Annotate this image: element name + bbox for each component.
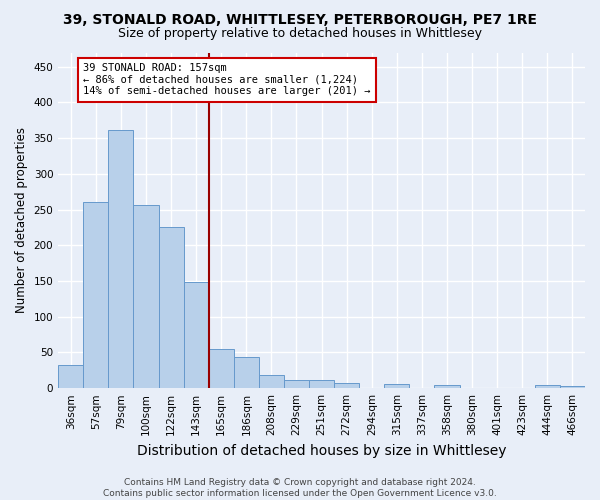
- Bar: [385, 384, 409, 388]
- Bar: [83, 202, 109, 388]
- Text: 39 STONALD ROAD: 157sqm
← 86% of detached houses are smaller (1,224)
14% of semi: 39 STONALD ROAD: 157sqm ← 86% of detache…: [83, 63, 371, 96]
- Bar: [58, 364, 83, 388]
- Bar: [158, 228, 184, 388]
- Bar: [560, 386, 585, 388]
- Bar: [184, 282, 209, 388]
- Bar: [259, 374, 284, 388]
- Text: 39, STONALD ROAD, WHITTLESEY, PETERBOROUGH, PE7 1RE: 39, STONALD ROAD, WHITTLESEY, PETERBOROU…: [63, 12, 537, 26]
- Bar: [535, 386, 560, 388]
- Bar: [334, 383, 359, 388]
- Bar: [133, 204, 158, 388]
- X-axis label: Distribution of detached houses by size in Whittlesey: Distribution of detached houses by size …: [137, 444, 506, 458]
- Bar: [209, 349, 234, 388]
- Text: Contains HM Land Registry data © Crown copyright and database right 2024.
Contai: Contains HM Land Registry data © Crown c…: [103, 478, 497, 498]
- Bar: [309, 380, 334, 388]
- Text: Size of property relative to detached houses in Whittlesey: Size of property relative to detached ho…: [118, 28, 482, 40]
- Bar: [434, 386, 460, 388]
- Bar: [234, 357, 259, 388]
- Bar: [284, 380, 309, 388]
- Y-axis label: Number of detached properties: Number of detached properties: [15, 128, 28, 314]
- Bar: [109, 130, 133, 388]
